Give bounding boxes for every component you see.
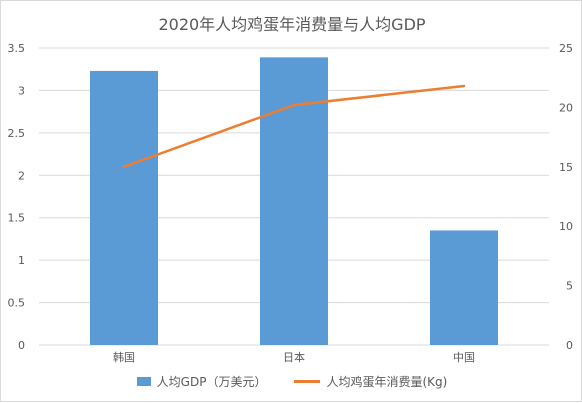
line-egg-consumption: [122, 84, 466, 169]
y-right-tick-label: 15: [559, 161, 573, 174]
y-right-tick-label: 20: [559, 101, 573, 114]
y-left-tick-label: 0.5: [8, 297, 26, 310]
legend-item-gdp: 人均GDP（万美元）: [136, 373, 267, 390]
y-right-tick-label: 5: [566, 280, 573, 293]
bar-gdp: [260, 57, 328, 345]
x-tick-label: 中国: [453, 351, 475, 364]
legend-label-egg: 人均鸡蛋年消费量(Kg): [326, 375, 448, 389]
y-right-tick-label: 0: [566, 339, 573, 352]
y-left-tick-label: 1: [18, 254, 25, 267]
legend-label-gdp: 人均GDP（万美元）: [156, 375, 267, 389]
legend: 人均GDP（万美元） 人均鸡蛋年消费量(Kg): [1, 373, 582, 390]
y-left-tick-label: 3: [18, 84, 25, 97]
y-left-tick-label: 1.5: [8, 212, 26, 225]
y-left-tick-label: 2.5: [8, 127, 26, 140]
y-left-tick-label: 0: [18, 339, 25, 352]
y-right-tick-label: 10: [559, 220, 573, 233]
y-left-tick-label: 3.5: [8, 42, 26, 55]
legend-swatch-gdp: [136, 377, 151, 386]
x-tick-label: 日本: [283, 350, 305, 364]
y-left-tick-label: 2: [18, 169, 25, 182]
bar-gdp: [90, 70, 158, 345]
legend-item-egg: 人均鸡蛋年消费量(Kg): [294, 373, 447, 390]
legend-swatch-egg: [294, 380, 321, 383]
x-tick-label: 韩国: [113, 350, 135, 364]
y-right-tick-label: 25: [559, 42, 573, 55]
chart-title: 2020年人均鸡蛋年消费量与人均GDP: [158, 15, 426, 34]
bar-gdp: [430, 230, 498, 345]
